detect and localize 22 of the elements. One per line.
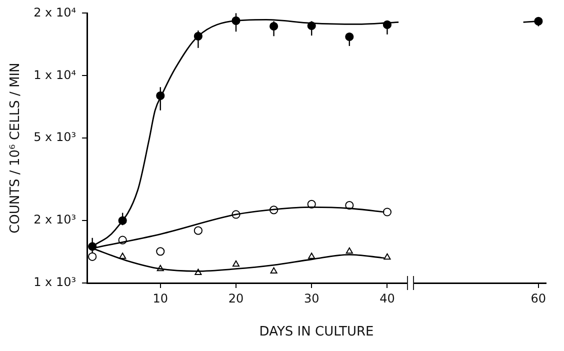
point bbox=[232, 260, 240, 267]
y-axis-title: COUNTS / 10⁶ CELLS / MIN bbox=[8, 62, 24, 234]
y-tick-label: 5 x 10³ bbox=[34, 130, 76, 144]
y-tick-label: 1 x 10⁴ bbox=[34, 68, 76, 82]
y-tick-label: 2 x 10⁴ bbox=[34, 5, 76, 20]
point bbox=[346, 247, 353, 254]
point bbox=[119, 252, 126, 259]
point bbox=[384, 253, 391, 260]
point bbox=[382, 208, 392, 216]
y-tick-label: 2 x 10³ bbox=[34, 212, 76, 227]
point bbox=[194, 226, 202, 235]
y-tick-label: 1 x 10³ bbox=[34, 275, 76, 290]
x-tick-label: 60 bbox=[530, 291, 546, 306]
point bbox=[156, 247, 165, 256]
x-axis-title: DAYS IN CULTURE bbox=[259, 324, 374, 340]
x-tick-label: 30 bbox=[304, 291, 320, 306]
point bbox=[88, 252, 97, 261]
point bbox=[308, 252, 316, 259]
point bbox=[270, 267, 278, 274]
x-tick-label: 10 bbox=[152, 291, 168, 306]
x-tick-label: 40 bbox=[380, 291, 395, 306]
x-tick-label: 20 bbox=[228, 291, 244, 306]
